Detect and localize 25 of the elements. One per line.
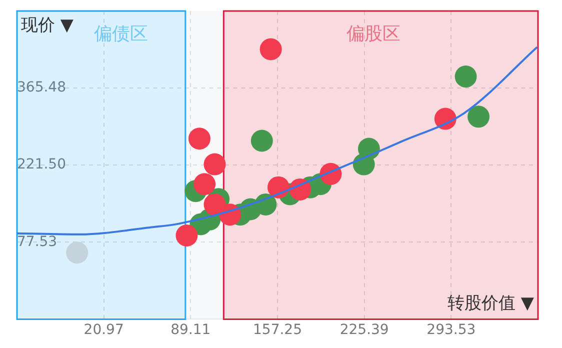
point bbox=[176, 224, 198, 246]
band-label: 偏股区 bbox=[346, 24, 401, 45]
x-tick-label: 20.97 bbox=[84, 322, 124, 338]
point bbox=[468, 106, 490, 128]
y-tick-label: 365.48 bbox=[17, 80, 66, 96]
point bbox=[254, 193, 277, 216]
point bbox=[454, 66, 477, 88]
point bbox=[66, 242, 88, 264]
x-tick-label: 157.25 bbox=[253, 322, 302, 338]
x-axis-title: 转股价值 ▼ bbox=[448, 294, 535, 314]
band-label: 偏债区 bbox=[94, 24, 148, 45]
x-tick-label: 293.53 bbox=[426, 322, 476, 338]
x-tick-label: 225.39 bbox=[340, 322, 389, 338]
point bbox=[352, 153, 375, 176]
x-tick-label: 89.11 bbox=[170, 322, 211, 338]
point bbox=[204, 193, 226, 216]
point bbox=[204, 153, 226, 176]
point bbox=[194, 173, 216, 196]
y-tick-label: 221.50 bbox=[17, 156, 66, 173]
point bbox=[260, 38, 282, 60]
y-axis-title: 现价 ▼ bbox=[21, 15, 74, 36]
point bbox=[188, 128, 210, 150]
y-tick-label: 77.53 bbox=[17, 234, 58, 250]
point bbox=[267, 176, 290, 198]
point bbox=[250, 130, 273, 152]
